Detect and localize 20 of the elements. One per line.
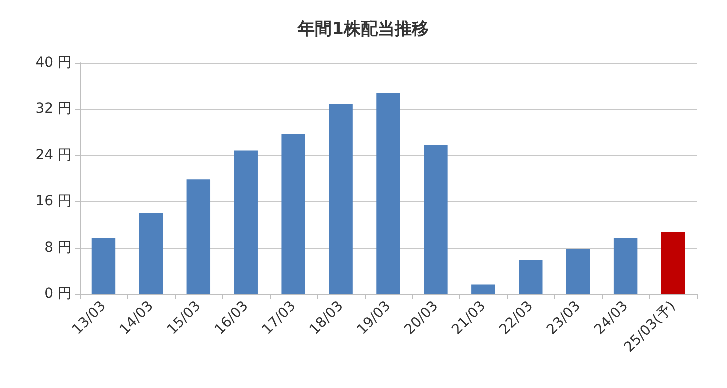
y-tick-label: 8 円 (44, 240, 72, 256)
bar (92, 238, 116, 294)
bar (519, 260, 543, 294)
y-tick-label: 0 円 (44, 286, 72, 302)
bar (566, 248, 590, 294)
bar (234, 150, 258, 294)
bar (424, 145, 448, 294)
y-tick-label: 24 円 (36, 147, 72, 164)
bar (139, 213, 164, 294)
chart-title: 年間1株配当推移 (297, 20, 429, 40)
bar (614, 238, 638, 294)
bar (472, 284, 496, 294)
bar (282, 134, 306, 294)
bar (329, 104, 353, 294)
bar (376, 93, 400, 294)
y-tick-label: 32 円 (36, 101, 72, 118)
bar (661, 232, 686, 294)
y-tick-label: 40 円 (36, 55, 72, 71)
bar (186, 180, 211, 294)
y-tick-label: 16 円 (36, 194, 72, 210)
